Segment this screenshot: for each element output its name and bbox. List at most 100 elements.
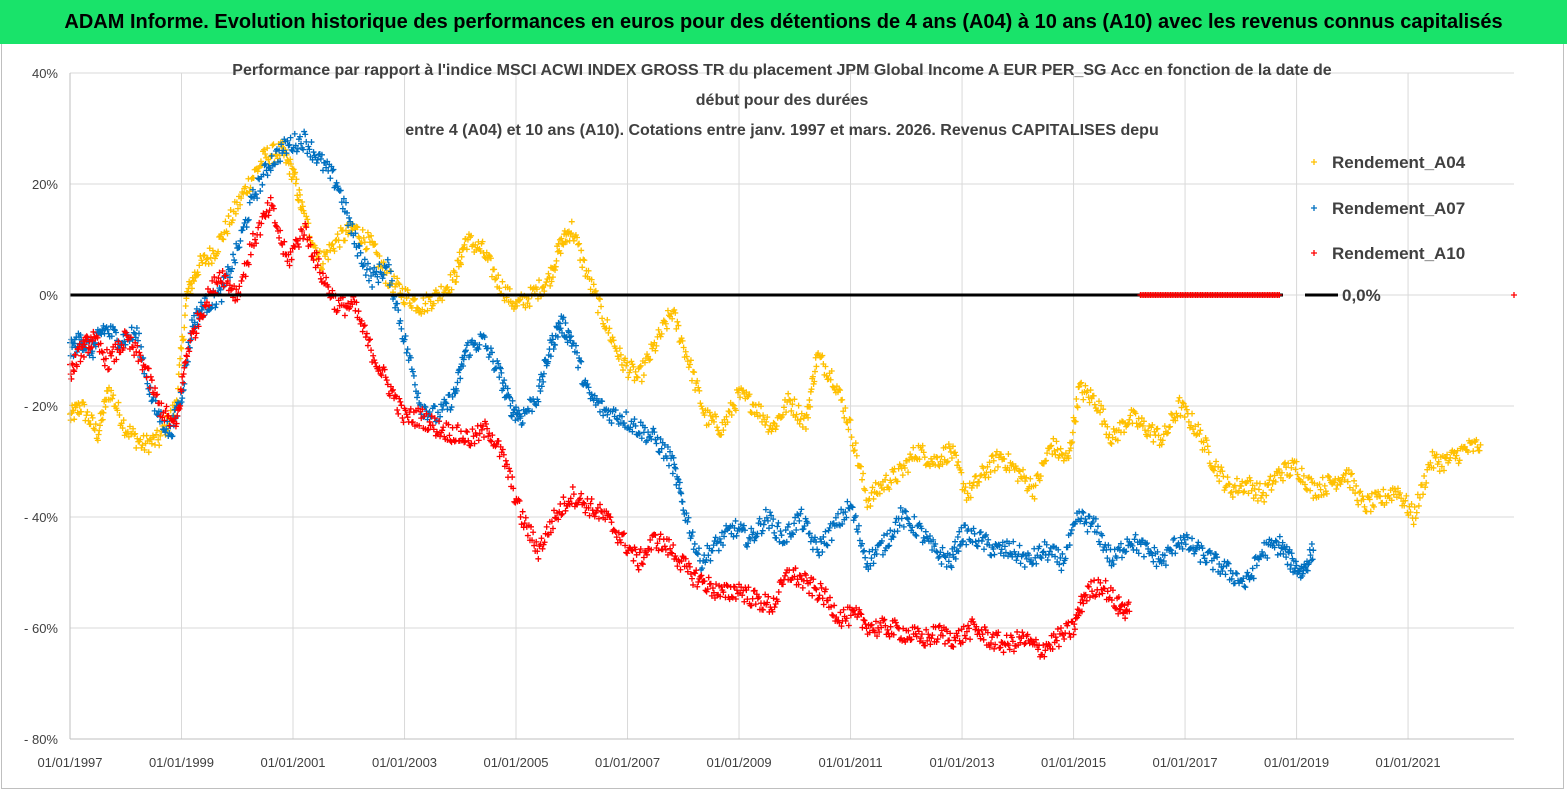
banner-title: ADAM Informe. Evolution historique des p…	[64, 11, 1503, 33]
data-point	[181, 324, 188, 331]
data-point	[218, 298, 225, 305]
data-point	[590, 281, 597, 288]
data-point	[977, 472, 984, 479]
data-point	[954, 533, 961, 540]
data-point	[789, 401, 796, 408]
data-point	[1231, 482, 1238, 489]
data-point	[1415, 502, 1422, 509]
data-point	[1301, 564, 1308, 571]
data-point	[637, 362, 644, 369]
data-point	[1224, 474, 1231, 481]
data-point	[269, 142, 276, 149]
data-point	[1108, 440, 1115, 447]
data-point	[1268, 486, 1275, 493]
data-point	[139, 442, 146, 449]
data-point	[1178, 404, 1185, 411]
data-point	[926, 463, 933, 470]
data-point	[771, 529, 778, 536]
data-point	[249, 230, 256, 237]
data-point	[292, 169, 299, 176]
data-point	[1168, 410, 1175, 417]
data-point	[853, 452, 860, 459]
data-point	[145, 449, 152, 456]
data-point	[633, 373, 640, 380]
data-point	[177, 344, 184, 351]
data-point	[846, 416, 853, 423]
data-point	[752, 601, 759, 608]
data-point	[877, 482, 884, 489]
data-point	[481, 253, 488, 260]
data-point	[828, 537, 835, 544]
data-point	[836, 386, 843, 393]
data-point	[215, 248, 222, 255]
data-point	[669, 315, 676, 322]
data-point	[246, 188, 253, 195]
data-point	[1147, 431, 1154, 438]
data-point	[234, 205, 241, 212]
data-point	[535, 555, 542, 562]
data-point	[499, 278, 506, 285]
data-point	[671, 306, 678, 313]
data-point	[614, 353, 621, 360]
data-point	[1310, 547, 1317, 554]
data-point	[1106, 431, 1113, 438]
data-point	[1271, 472, 1278, 479]
data-point	[1017, 560, 1024, 567]
chart-title-line-3: entre 4 (A04) et 10 ans (A10). Cotations…	[405, 122, 1159, 139]
data-point	[1210, 467, 1217, 474]
data-point	[97, 410, 104, 417]
data-point	[496, 285, 503, 292]
data-point	[398, 325, 405, 332]
data-point	[357, 249, 364, 256]
data-point	[457, 261, 464, 268]
data-point	[672, 465, 679, 472]
data-point	[680, 507, 687, 514]
data-point	[1228, 488, 1235, 495]
data-point	[447, 406, 454, 413]
data-point	[363, 245, 370, 252]
data-point	[1380, 486, 1387, 493]
data-point	[1132, 531, 1139, 538]
y-tick-label: - 60%	[24, 621, 58, 636]
chart-canvas: 40% 20% 0% - 20% - 40% - 60% - 80% 01/01/1997 01…	[24, 66, 1517, 770]
data-point	[1016, 468, 1023, 475]
x-tick-label: 01/01/2005	[483, 755, 548, 770]
data-point	[78, 352, 85, 359]
x-tick-label: 01/01/2015	[1041, 755, 1106, 770]
data-point	[264, 172, 271, 179]
data-point	[691, 540, 698, 547]
data-point	[657, 531, 664, 538]
data-point	[1246, 474, 1253, 481]
data-point	[379, 275, 386, 282]
data-point	[1294, 471, 1301, 478]
data-point	[1016, 542, 1023, 549]
data-point	[499, 380, 506, 387]
data-point	[974, 482, 981, 489]
data-point	[988, 453, 995, 460]
data-point	[1209, 566, 1216, 573]
data-point	[723, 413, 730, 420]
data-point	[841, 414, 848, 421]
data-point	[516, 297, 523, 304]
data-point	[844, 419, 851, 426]
data-point	[1084, 387, 1091, 394]
data-point	[1254, 497, 1261, 504]
data-point	[938, 560, 945, 567]
data-point	[1020, 466, 1027, 473]
data-point	[1078, 379, 1085, 386]
data-point	[800, 525, 807, 532]
data-point	[1298, 465, 1305, 472]
data-point	[188, 285, 195, 292]
data-point	[619, 367, 626, 374]
data-point	[880, 532, 887, 539]
data-point	[376, 252, 383, 259]
data-point	[847, 417, 854, 424]
data-point	[870, 495, 877, 502]
data-point	[1176, 394, 1183, 401]
data-point	[196, 262, 203, 269]
data-point	[148, 440, 155, 447]
data-point	[1348, 470, 1355, 477]
data-point	[570, 237, 577, 244]
data-point	[401, 301, 408, 308]
data-point	[154, 427, 161, 434]
